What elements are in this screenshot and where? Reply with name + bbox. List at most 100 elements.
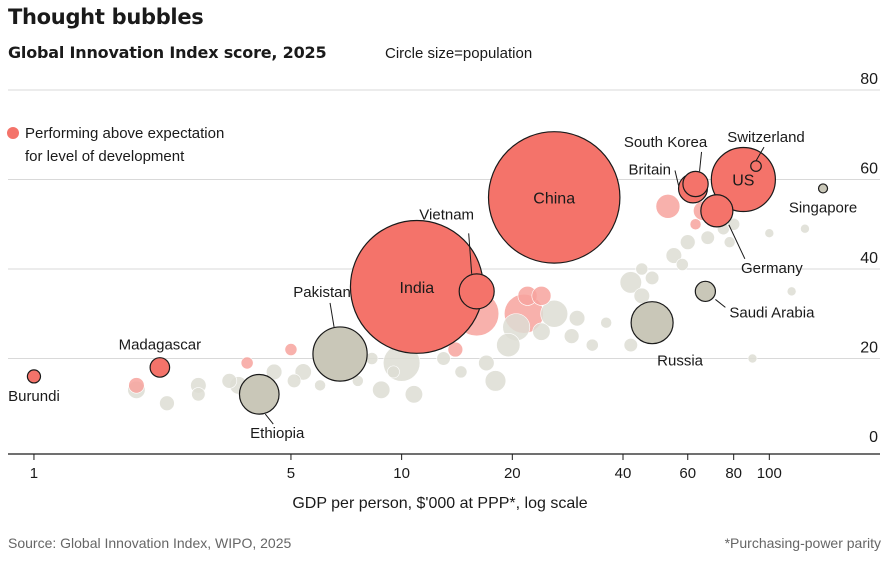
label-germany: Germany bbox=[741, 260, 803, 277]
leader-line bbox=[728, 224, 746, 260]
bubble-russia bbox=[630, 301, 674, 345]
label-vietnam: Vietnam bbox=[419, 206, 474, 223]
country-bubble bbox=[764, 228, 775, 238]
country-bubble bbox=[478, 354, 495, 372]
label-pakistan: Pakistan bbox=[293, 284, 351, 301]
country-bubble bbox=[532, 322, 551, 341]
country-bubble bbox=[496, 333, 521, 358]
y-tick-label: 0 bbox=[869, 429, 878, 446]
source-note: Source: Global Innovation Index, WIPO, 2… bbox=[8, 535, 292, 551]
country-bubble bbox=[266, 363, 283, 381]
x-tick-label: 20 bbox=[504, 465, 521, 482]
label-saudi-arabia: Saudi Arabia bbox=[729, 304, 815, 321]
country-bubble bbox=[680, 234, 696, 250]
bubble-ethiopia bbox=[238, 373, 280, 415]
country-bubble bbox=[568, 310, 586, 327]
legend: Performing above expectation for level of… bbox=[7, 125, 224, 165]
country-bubble bbox=[727, 217, 741, 231]
country-bubble bbox=[665, 247, 682, 264]
bubble-madagascar bbox=[149, 357, 171, 378]
country-bubble bbox=[221, 373, 238, 389]
label-singapore: Singapore bbox=[789, 199, 857, 216]
legend-marker bbox=[7, 127, 19, 139]
country-bubble bbox=[240, 356, 254, 370]
country-bubble bbox=[314, 379, 326, 392]
bubble-saudi-arabia bbox=[694, 280, 717, 303]
country-bubble bbox=[191, 387, 206, 402]
country-bubble bbox=[585, 338, 599, 352]
x-tick-label: 1 bbox=[30, 465, 38, 482]
country-bubble bbox=[786, 286, 797, 297]
country-bubble bbox=[404, 385, 423, 404]
country-bubble bbox=[675, 258, 689, 271]
bubbles bbox=[26, 131, 829, 415]
country-bubble bbox=[655, 194, 681, 219]
country-bubble bbox=[623, 337, 638, 353]
x-tick-label: 40 bbox=[615, 465, 632, 482]
country-bubble bbox=[159, 395, 175, 411]
country-bubble bbox=[454, 365, 468, 379]
axes: 0 20 40 60 80 1 5 10 20 40 60 80 100 GDP per person, … bbox=[8, 71, 880, 512]
chart-subtitle: Global Innovation Index score, 2025 bbox=[8, 43, 327, 62]
country-bubble bbox=[689, 218, 702, 231]
bubble-switzerland bbox=[750, 160, 762, 172]
x-tick-label: 100 bbox=[757, 465, 782, 482]
country-bubble bbox=[633, 287, 650, 304]
country-bubble bbox=[645, 270, 660, 286]
label-china: China bbox=[533, 190, 575, 207]
bubble-germany bbox=[700, 194, 734, 228]
leader-line bbox=[699, 151, 703, 172]
country-bubble bbox=[635, 262, 649, 276]
leader-line bbox=[468, 233, 473, 274]
chart-title: Thought bubbles bbox=[8, 5, 204, 29]
bubble-south-korea bbox=[682, 170, 709, 198]
bubble-china bbox=[487, 131, 621, 264]
x-tick-label: 5 bbox=[287, 465, 295, 482]
leader-line bbox=[674, 170, 680, 186]
point-labels: Burundi Madagascar Ethiopia Pakistan India Vi… bbox=[8, 129, 857, 442]
bubble-singapore bbox=[817, 183, 829, 194]
country-bubble bbox=[723, 236, 736, 248]
y-tick-label: 40 bbox=[860, 250, 878, 267]
country-bubble bbox=[800, 223, 810, 234]
country-bubble bbox=[563, 328, 580, 344]
bubble-burundi bbox=[26, 369, 42, 384]
label-south-korea: South Korea bbox=[624, 134, 708, 151]
country-bubble bbox=[436, 351, 451, 366]
label-burundi: Burundi bbox=[8, 388, 60, 405]
country-bubble bbox=[372, 380, 391, 399]
label-britain: Britain bbox=[628, 161, 671, 178]
label-ethiopia: Ethiopia bbox=[250, 425, 305, 442]
country-bubble bbox=[484, 370, 507, 392]
label-switzerland: Switzerland bbox=[727, 129, 805, 146]
label-india: India bbox=[400, 280, 435, 297]
country-bubble bbox=[531, 285, 552, 306]
country-bubble bbox=[447, 341, 464, 358]
country-bubble bbox=[287, 373, 302, 388]
country-bubble bbox=[700, 230, 715, 245]
x-axis-title: GDP per person, $'000 at PPP*, log scale bbox=[292, 495, 587, 512]
label-us: US bbox=[732, 173, 754, 190]
y-tick-label: 80 bbox=[860, 71, 878, 88]
leader-line bbox=[755, 146, 765, 162]
country-bubble bbox=[747, 353, 758, 364]
country-bubble bbox=[284, 343, 298, 356]
country-bubble bbox=[128, 377, 145, 394]
country-bubble bbox=[619, 271, 642, 294]
footnote: *Purchasing-power parity bbox=[724, 535, 881, 551]
x-tick-label: 80 bbox=[725, 465, 742, 482]
leader-line bbox=[264, 413, 274, 425]
country-bubble bbox=[351, 375, 364, 387]
size-note: Circle size=population bbox=[385, 45, 533, 62]
country-bubble bbox=[540, 299, 569, 328]
y-tick-label: 60 bbox=[860, 161, 878, 178]
legend-label: Performing above expectation bbox=[25, 125, 224, 142]
country-bubble bbox=[600, 316, 613, 329]
bubble-chart: Burundi Madagascar Ethiopia Pakistan India Vi… bbox=[7, 71, 880, 512]
bubble-vietnam bbox=[458, 273, 495, 310]
leader-line bbox=[715, 299, 726, 308]
leader-line bbox=[329, 302, 335, 327]
x-tick-label: 60 bbox=[679, 465, 696, 482]
label-russia: Russia bbox=[657, 353, 704, 370]
country-bubble bbox=[387, 365, 400, 379]
